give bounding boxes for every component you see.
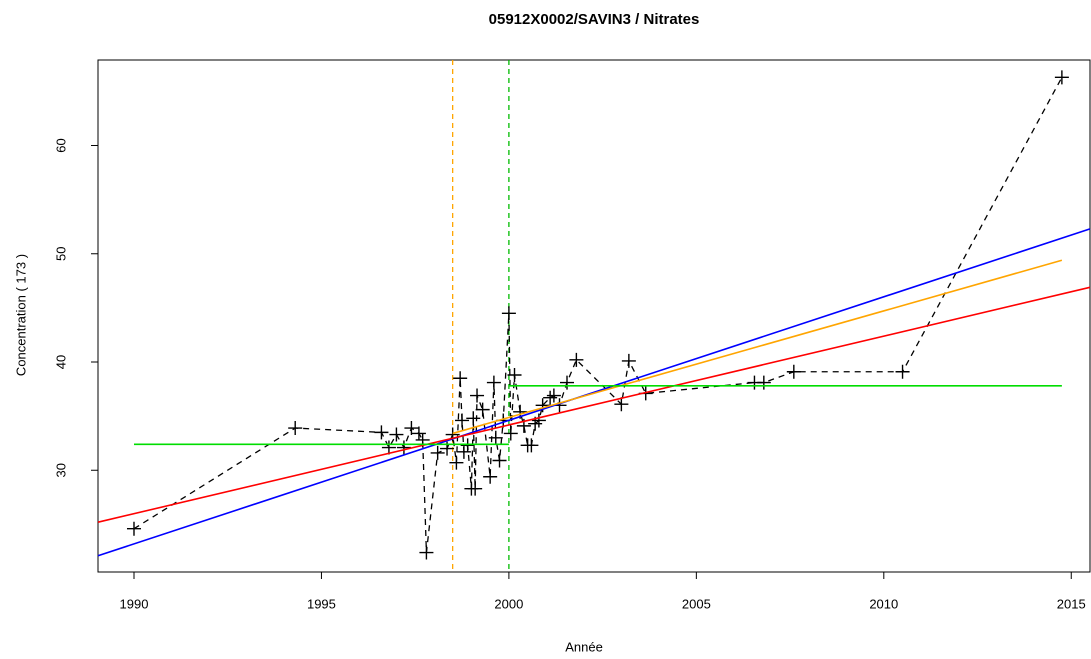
point	[543, 390, 558, 405]
point	[546, 388, 561, 403]
point	[396, 440, 411, 455]
point	[453, 371, 468, 386]
point	[470, 388, 485, 403]
point	[411, 426, 426, 441]
point	[449, 455, 464, 470]
plot-frame	[97, 59, 1091, 573]
point	[468, 481, 483, 496]
point	[492, 453, 507, 468]
point	[569, 352, 584, 367]
point	[621, 353, 636, 368]
x-tick-label: 1995	[307, 596, 336, 611]
point	[475, 402, 490, 417]
point	[895, 364, 910, 379]
point	[374, 425, 389, 440]
point	[466, 411, 481, 426]
point	[483, 469, 498, 484]
point	[381, 440, 396, 455]
y-tick-label: 60	[53, 138, 68, 152]
y-tick-label: 50	[53, 247, 68, 261]
y-axis-label: Concentration ( 173 )	[13, 254, 28, 376]
point	[288, 421, 303, 436]
point	[501, 306, 516, 321]
trend-line	[97, 228, 1091, 557]
x-tick-label: 2005	[682, 596, 711, 611]
point	[1054, 70, 1069, 85]
x-tick-label: 1990	[120, 596, 149, 611]
point	[614, 397, 629, 412]
point	[786, 364, 801, 379]
point	[756, 375, 771, 390]
point	[404, 421, 419, 436]
point	[507, 367, 522, 382]
trend-line	[97, 286, 1091, 523]
point	[456, 444, 471, 459]
x-tick-label: 2010	[869, 596, 898, 611]
point	[455, 413, 470, 428]
point	[389, 427, 404, 442]
x-tick-label: 2015	[1057, 596, 1086, 611]
chart-title: 05912X0002/SAVIN3 / Nitrates	[489, 11, 700, 28]
point	[560, 375, 575, 390]
point	[126, 521, 141, 536]
x-axis-label: Année	[565, 639, 603, 654]
point	[503, 426, 518, 441]
point	[486, 375, 501, 390]
point	[531, 413, 546, 428]
point	[460, 438, 475, 453]
y-tick-label: 40	[53, 355, 68, 369]
point	[488, 430, 503, 445]
point	[430, 445, 445, 460]
trend-line	[452, 259, 1063, 435]
point	[524, 438, 539, 453]
x-tick-label: 2000	[494, 596, 523, 611]
y-tick-label: 30	[53, 463, 68, 477]
point	[419, 545, 434, 560]
